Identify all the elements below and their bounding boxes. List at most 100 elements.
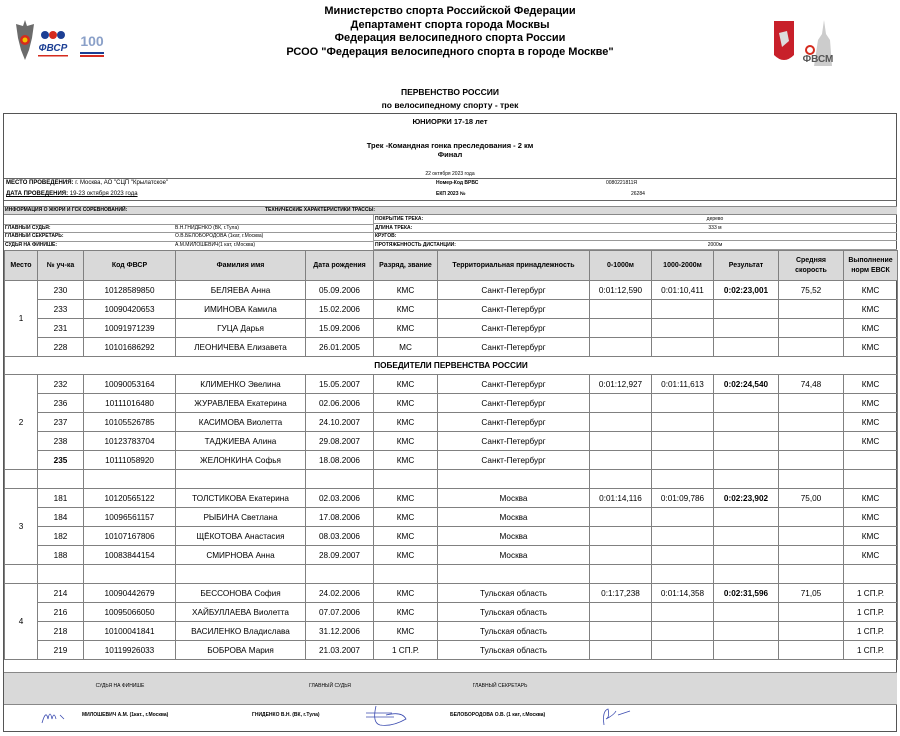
- ekp-label: ЕКП 2023 №: [436, 191, 466, 197]
- role-chief-secretary: ГЛАВНЫЙ СЕКРЕТАРЬ: [472, 683, 528, 689]
- winners-label: ПОБЕДИТЕЛИ ПЕРВЕНСТВА РОССИИ: [4, 356, 898, 375]
- bib-cell: 237: [37, 412, 84, 432]
- empty-cell: [843, 469, 898, 489]
- speed-cell: [778, 640, 844, 660]
- empty-cell: [843, 564, 898, 584]
- bib-cell: 218: [37, 621, 84, 641]
- track-value: дерево: [706, 216, 724, 222]
- bib-cell: 188: [37, 545, 84, 565]
- rank-cell: КМС: [373, 280, 438, 300]
- evsk-cell: КМС: [843, 280, 898, 300]
- event-date: 22 октября 2023 года: [425, 171, 475, 177]
- column-header: Разряд, звание: [373, 250, 438, 281]
- table-row: 216 10095066050 ХАЙБУЛЛАЕВА Виолетта 07.07.…: [5, 602, 898, 622]
- jury-label: ГЛАВНЫЙ СЕКРЕТАРЬ:: [5, 233, 64, 239]
- split-2000-cell: [651, 640, 714, 660]
- ekp-value: 26284: [631, 191, 645, 197]
- table-row: 235 10111058920 ЖЕЛОНКИНА Софья 18.08.2006 К…: [5, 450, 898, 470]
- speed-cell: [778, 299, 844, 319]
- event-subtitle: по велосипедному спорту - трек: [381, 100, 519, 110]
- region-cell: Москва: [437, 488, 590, 508]
- speed-cell: [778, 450, 844, 470]
- birthdate-cell: 08.03.2006: [305, 526, 374, 546]
- role-finish-judge: СУДЬЯ НА ФИНИШЕ: [95, 683, 145, 689]
- split-2000-cell: [651, 393, 714, 413]
- fvsr-code-cell: 10111016480: [83, 393, 176, 413]
- venue-value: г. Москва, АО "СЦП "Крылатское": [75, 180, 169, 186]
- split-2000-cell: 0:01:14,358: [651, 583, 714, 603]
- split-1000-cell: [589, 450, 652, 470]
- bib-cell: 238: [37, 431, 84, 451]
- split-2000-cell: [651, 450, 714, 470]
- speed-cell: 71,05: [778, 583, 844, 603]
- table-row: 1 230 10128589850 БЕЛЯЕВА Анна 05.09.2006 КМС…: [4, 280, 898, 357]
- rank-cell: КМС: [373, 318, 438, 338]
- region-cell: Москва: [437, 507, 590, 527]
- jury-label: ГЛАВНЫЙ СУДЬЯ:: [5, 225, 51, 231]
- event-category: ЮНИОРКИ 17-18 лет: [412, 117, 488, 126]
- empty-cell: [37, 469, 84, 489]
- result-cell: [713, 640, 779, 660]
- empty-cell: [589, 564, 652, 584]
- result-cell: [713, 393, 779, 413]
- column-header: Место: [4, 250, 38, 281]
- column-header: Дата рождения: [305, 250, 374, 281]
- track-label: КРУГОВ:: [375, 233, 397, 240]
- table-row: 238 10123783704 ТАДЖИЕВА Алина 29.08.2007 КМ…: [5, 431, 898, 451]
- bib-cell: 236: [37, 393, 84, 413]
- speed-cell: [778, 412, 844, 432]
- region-cell: Санкт-Петербург: [437, 280, 590, 300]
- split-1000-cell: [589, 337, 652, 357]
- result-cell: 0:02:31,596: [713, 583, 779, 603]
- fvsr-code-cell: 10107167806: [83, 526, 176, 546]
- results-table: Место № уч-ка Код ФВСР Фамилия имя Дата рожд…: [4, 250, 898, 660]
- region-cell: Санкт-Петербург: [437, 393, 590, 413]
- evsk-cell: 1 СП.Р.: [843, 621, 898, 641]
- dates-label: ДАТА ПРОВЕДЕНИЯ:: [6, 191, 69, 197]
- region-cell: Санкт-Петербург: [437, 374, 590, 394]
- speed-cell: 75,00: [778, 488, 844, 508]
- bib-cell: 233: [37, 299, 84, 319]
- name-cell: КЛИМЕНКО Эвелина: [175, 374, 306, 394]
- empty-cell: [651, 469, 714, 489]
- table-row: 188 10083844154 СМИРНОВА Анна 28.09.2007 КМС…: [5, 545, 898, 565]
- rank-cell: КМС: [373, 412, 438, 432]
- empty-cell: [175, 564, 306, 584]
- fvsr-code-cell: 10100041841: [83, 621, 176, 641]
- rank-cell: КМС: [373, 526, 438, 546]
- region-cell: Санкт-Петербург: [437, 450, 590, 470]
- split-1000-cell: [589, 602, 652, 622]
- split-1000-cell: [589, 545, 652, 565]
- table-row: 219 10119926033 БОБРОВА Мария 21.03.2007 1 С…: [5, 640, 898, 660]
- place-cell: 4: [4, 583, 38, 660]
- name-cell: БОБРОВА Мария: [175, 640, 306, 660]
- bib-cell: 231: [37, 318, 84, 338]
- fvsr-code-cell: 10101686292: [83, 337, 176, 357]
- org-line: Министерство спорта Российской Федерации: [324, 5, 576, 17]
- name-cell: ЖУРАВЛЕВА Екатерина: [175, 393, 306, 413]
- evsk-cell: КМС: [843, 299, 898, 319]
- empty-cell: [437, 469, 590, 489]
- split-1000-cell: [589, 431, 652, 451]
- name-cell: БЕЛЯЕВА Анна: [175, 280, 306, 300]
- empty-cell: [83, 564, 176, 584]
- fvsr-code-cell: 10095066050: [83, 602, 176, 622]
- track-value: 333 м: [708, 224, 722, 231]
- birthdate-cell: 15.05.2007: [305, 374, 374, 394]
- jury-label: СУДЬЯ НА ФИНИШЕ:: [5, 242, 58, 248]
- name-cell: ЖЕЛОНКИНА Софья: [175, 450, 306, 470]
- region-cell: Москва: [437, 545, 590, 565]
- fvsr-code-cell: 10111058920: [83, 450, 176, 470]
- split-1000-cell: [589, 393, 652, 413]
- result-cell: [713, 431, 779, 451]
- rank-cell: КМС: [373, 450, 438, 470]
- rank-cell: КМС: [373, 299, 438, 319]
- evsk-cell: КМС: [843, 431, 898, 451]
- dates-value: 19-23 октября 2023 года: [69, 191, 138, 197]
- split-1000-cell: [589, 412, 652, 432]
- birthdate-cell: 24.10.2007: [305, 412, 374, 432]
- separator-row: ПОБЕДИТЕЛИ ПЕРВЕНСТВА РОССИИ: [4, 356, 898, 375]
- name-cell: ТАДЖИЕВА Алина: [175, 431, 306, 451]
- svg-text:ФВСМ: ФВСМ: [803, 54, 834, 65]
- table-row: 231 10091971239 ГУЦА Дарья 15.09.2006 КМС Сан…: [5, 318, 898, 338]
